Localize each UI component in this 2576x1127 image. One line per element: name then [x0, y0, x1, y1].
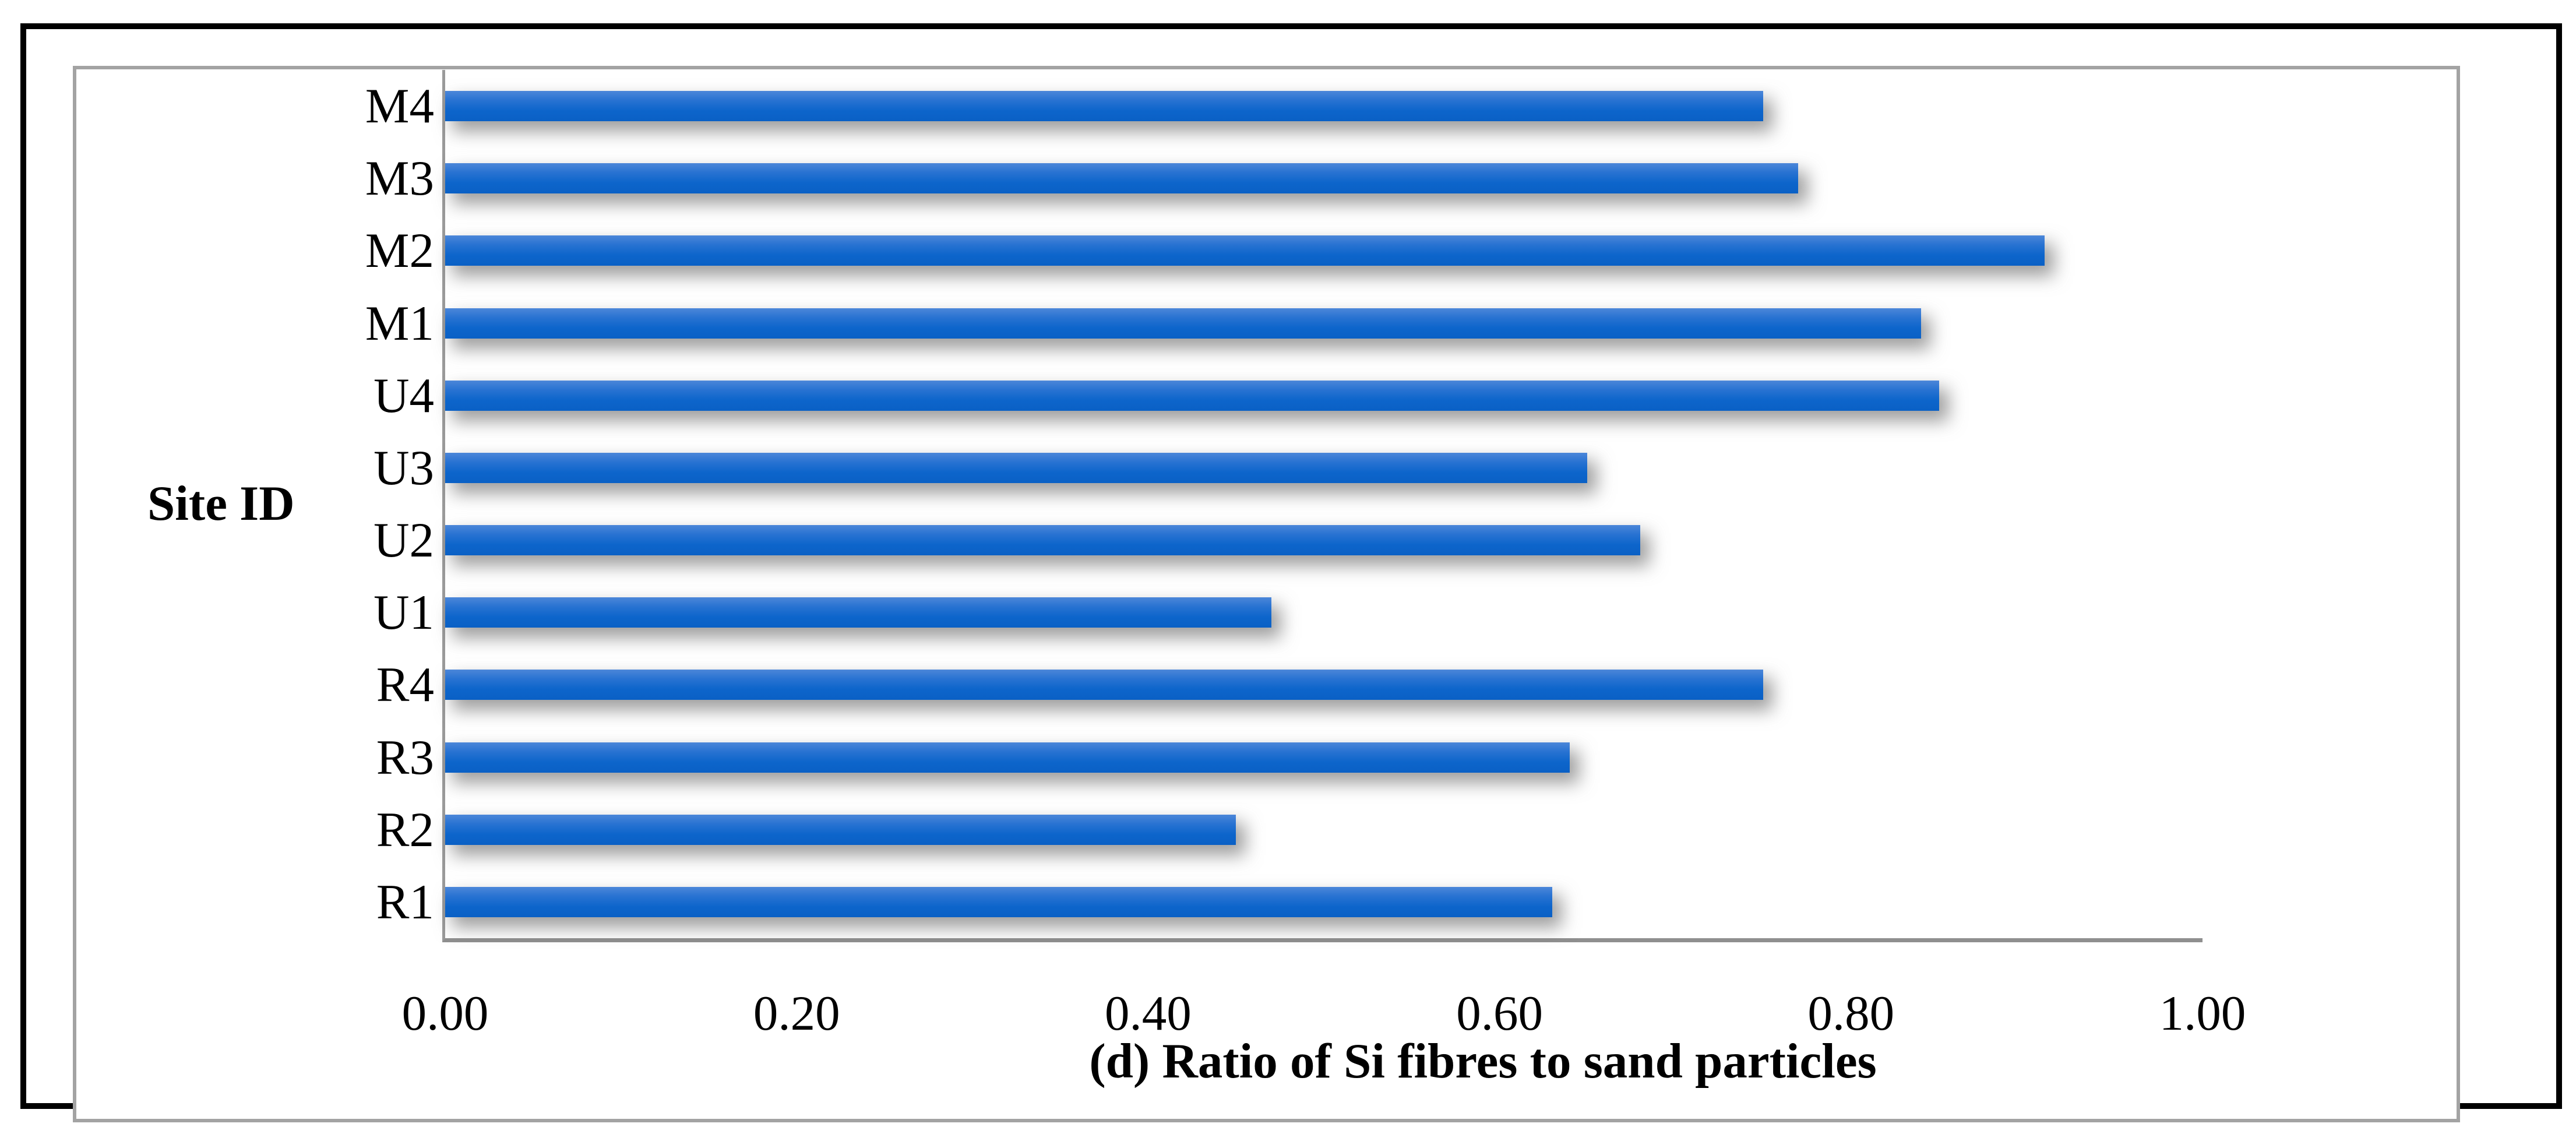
- y-tick-label-M1: M1: [365, 295, 434, 351]
- y-tick-label-R3: R3: [376, 730, 434, 785]
- bar-row: [445, 794, 2203, 866]
- bar-row: [445, 287, 2203, 360]
- y-tick-label-R1: R1: [376, 874, 434, 929]
- bar-M4: [445, 91, 1763, 122]
- bar-row: [445, 142, 2203, 214]
- bar-M3: [445, 163, 1798, 194]
- bar-R1: [445, 886, 1552, 917]
- y-tick-label-M4: M4: [365, 79, 434, 134]
- x-tick-label-0.00: 0.00: [401, 986, 489, 1041]
- y-tick-label-R2: R2: [376, 802, 434, 857]
- bar-row: [445, 721, 2203, 794]
- bar-U4: [445, 380, 1939, 411]
- bar-U1: [445, 597, 1271, 628]
- bar-U3: [445, 452, 1587, 483]
- bar-R3: [445, 742, 1570, 773]
- bar-U2: [445, 525, 1640, 556]
- bar-R4: [445, 670, 1763, 700]
- y-tick-label-U1: U1: [373, 585, 434, 640]
- plot-area: [442, 70, 2203, 942]
- y-tick-label-R4: R4: [376, 657, 434, 713]
- y-tick-label-U4: U4: [373, 368, 434, 423]
- y-tick-label-M2: M2: [365, 223, 434, 279]
- bar-row: [445, 576, 2203, 649]
- bar-M2: [445, 235, 2045, 266]
- x-tick-label-0.60: 0.60: [1456, 986, 1543, 1041]
- y-axis-title: Site ID: [147, 476, 295, 531]
- x-tick-label-0.40: 0.40: [1105, 986, 1192, 1041]
- y-tick-label-M3: M3: [365, 151, 434, 206]
- y-tick-label-U2: U2: [373, 513, 434, 568]
- bar-row: [445, 70, 2203, 142]
- x-axis-title: (d) Ratio of Si fibres to sand particles: [1089, 1034, 1877, 1089]
- x-tick-label-0.80: 0.80: [1807, 986, 1895, 1041]
- bar-row: [445, 866, 2203, 938]
- y-tick-label-U3: U3: [373, 440, 434, 495]
- bar-row: [445, 432, 2203, 504]
- bar-R2: [445, 814, 1236, 845]
- bar-row: [445, 649, 2203, 721]
- bar-row: [445, 214, 2203, 287]
- x-tick-label-0.20: 0.20: [753, 986, 840, 1041]
- bar-row: [445, 360, 2203, 432]
- bar-M1: [445, 308, 1921, 339]
- bar-row: [445, 504, 2203, 576]
- x-tick-label-1.00: 1.00: [2159, 986, 2246, 1041]
